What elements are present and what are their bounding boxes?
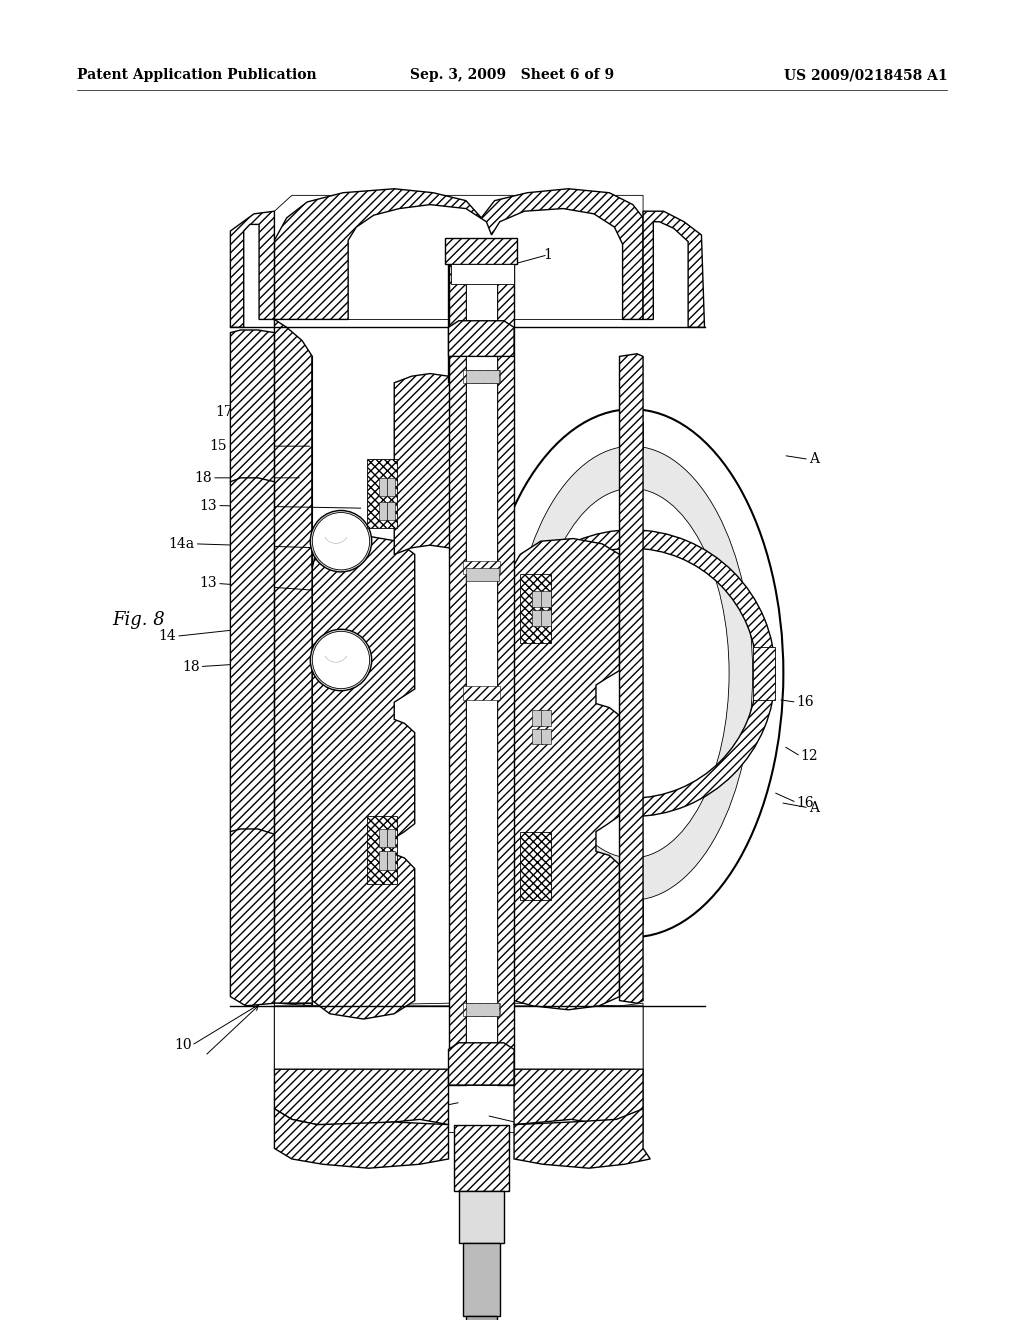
- Polygon shape: [230, 478, 274, 838]
- Bar: [463, 1003, 500, 1016]
- Text: 13: 13: [200, 577, 217, 590]
- Bar: [379, 851, 387, 870]
- Polygon shape: [514, 1069, 643, 1125]
- Bar: [541, 729, 551, 744]
- Bar: [520, 832, 551, 900]
- Bar: [532, 591, 543, 607]
- Polygon shape: [274, 1003, 312, 1069]
- Bar: [541, 610, 551, 626]
- Circle shape: [310, 511, 372, 572]
- Circle shape: [310, 630, 372, 690]
- Bar: [520, 574, 551, 643]
- Polygon shape: [620, 898, 643, 924]
- Bar: [387, 829, 395, 847]
- Polygon shape: [230, 330, 274, 486]
- Polygon shape: [312, 356, 415, 1019]
- Text: Patent Application Publication: Patent Application Publication: [77, 69, 316, 82]
- Bar: [466, 568, 499, 581]
- Bar: [454, 1125, 509, 1191]
- Bar: [367, 459, 397, 528]
- Bar: [466, 1316, 497, 1320]
- Bar: [466, 1003, 499, 1016]
- Polygon shape: [274, 189, 643, 319]
- Polygon shape: [274, 1069, 449, 1125]
- Bar: [541, 591, 551, 607]
- Text: 18: 18: [182, 660, 200, 673]
- Polygon shape: [445, 238, 517, 264]
- Ellipse shape: [535, 488, 729, 858]
- Polygon shape: [514, 356, 620, 1010]
- Bar: [379, 502, 387, 520]
- Text: 16: 16: [797, 796, 814, 809]
- Text: 15: 15: [210, 440, 227, 453]
- Circle shape: [312, 631, 370, 689]
- Bar: [466, 370, 499, 383]
- Polygon shape: [451, 264, 514, 284]
- Text: A: A: [809, 801, 819, 814]
- Text: 14a: 14a: [168, 537, 195, 550]
- Bar: [466, 257, 497, 1085]
- Bar: [459, 1191, 504, 1243]
- Text: 1: 1: [544, 248, 552, 261]
- Text: 1: 1: [544, 1123, 552, 1137]
- Ellipse shape: [480, 409, 783, 937]
- Text: 10: 10: [174, 1039, 191, 1052]
- Bar: [463, 370, 500, 383]
- Bar: [379, 829, 387, 847]
- Text: Fig. 8: Fig. 8: [112, 611, 165, 630]
- Text: 13: 13: [200, 499, 217, 512]
- Polygon shape: [274, 1109, 449, 1168]
- Text: 17: 17: [216, 405, 233, 418]
- Polygon shape: [643, 211, 705, 327]
- Polygon shape: [449, 321, 514, 356]
- Text: 14: 14: [159, 630, 176, 643]
- Bar: [387, 502, 395, 520]
- Text: 18: 18: [195, 471, 212, 484]
- Bar: [387, 478, 395, 496]
- Polygon shape: [497, 257, 514, 1085]
- Ellipse shape: [511, 446, 753, 900]
- Polygon shape: [230, 211, 274, 327]
- Polygon shape: [274, 1006, 643, 1133]
- Circle shape: [312, 512, 370, 570]
- Bar: [541, 710, 551, 726]
- Polygon shape: [620, 422, 643, 449]
- Polygon shape: [449, 1043, 514, 1085]
- Bar: [532, 610, 543, 626]
- Bar: [379, 478, 387, 496]
- Text: Sep. 3, 2009   Sheet 6 of 9: Sep. 3, 2009 Sheet 6 of 9: [410, 69, 614, 82]
- Bar: [532, 729, 543, 744]
- Text: 11: 11: [310, 1125, 329, 1138]
- Polygon shape: [514, 1109, 650, 1168]
- Polygon shape: [449, 257, 463, 383]
- Polygon shape: [753, 647, 775, 700]
- Bar: [463, 686, 500, 700]
- Bar: [463, 561, 500, 574]
- Polygon shape: [274, 319, 312, 1003]
- Bar: [367, 816, 397, 884]
- Text: 12: 12: [801, 750, 818, 763]
- Text: A: A: [809, 453, 819, 466]
- Text: 16: 16: [797, 696, 814, 709]
- Polygon shape: [449, 257, 466, 1085]
- Polygon shape: [394, 374, 463, 554]
- Polygon shape: [230, 829, 274, 1006]
- Bar: [532, 710, 543, 726]
- Bar: [463, 1243, 500, 1316]
- Bar: [387, 851, 395, 870]
- Polygon shape: [274, 195, 643, 319]
- Text: US 2009/0218458 A1: US 2009/0218458 A1: [783, 69, 947, 82]
- Polygon shape: [274, 1003, 643, 1072]
- Polygon shape: [620, 354, 643, 1003]
